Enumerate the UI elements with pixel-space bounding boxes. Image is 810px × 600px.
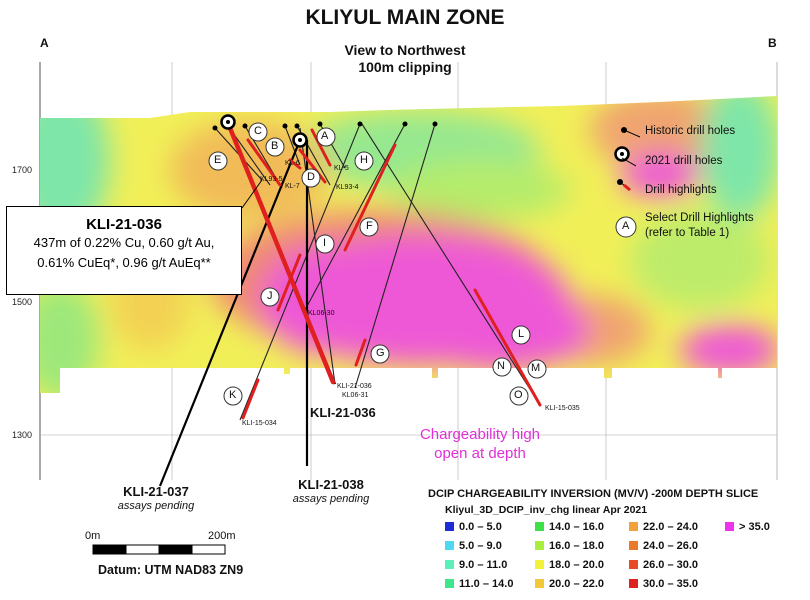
highlight-marker: H <box>360 154 368 166</box>
callout-leader <box>241 179 263 209</box>
hole-id-label: KL93-5 <box>260 176 283 183</box>
legend-item: 16.0 – 18.0 <box>535 540 604 552</box>
hole-id-label: KL06-30 <box>308 310 335 317</box>
hole-id-label: KL93-4 <box>336 184 359 191</box>
legend-item: 20.0 – 22.0 <box>535 578 604 590</box>
legend-item: 22.0 – 24.0 <box>629 521 698 533</box>
chargeability-note-line-2: open at depth <box>434 445 526 462</box>
hole-id-label: KLI-21-036 <box>337 383 372 390</box>
chargeability-note-line-1: Chargeability high <box>419 426 541 443</box>
key-select-marker: A <box>622 220 630 232</box>
highlight-marker: B <box>271 140 279 152</box>
highlight-marker: A <box>321 130 329 142</box>
highlight-callout: KLI-21-036 437m of 0.22% Cu, 0.60 g/t Au… <box>6 206 242 295</box>
highlight-marker: E <box>214 154 222 166</box>
legend-item: > 35.0 <box>725 521 770 533</box>
corner-label-left: A <box>40 36 49 50</box>
legend-item: 18.0 – 20.0 <box>535 559 604 571</box>
scale-bar <box>92 544 226 555</box>
hole-status-037: assays pending <box>117 500 195 512</box>
legend-swatch <box>445 541 454 550</box>
legend-swatch <box>445 579 454 588</box>
drill-highlights <box>227 125 542 420</box>
key-highlights-label: Drill highlights <box>645 184 717 196</box>
elevation-label: 1300 <box>12 430 33 440</box>
legend-item: 5.0 – 9.0 <box>445 540 502 552</box>
hole-id-label: KL-7 <box>285 183 300 190</box>
legend-item: 26.0 – 30.0 <box>629 559 698 571</box>
hole-status-038: assays pending <box>292 493 370 505</box>
legend-item: 24.0 – 26.0 <box>629 540 698 552</box>
highlight-marker: M <box>531 362 541 374</box>
hole-label-036: KLI-21-036 <box>310 405 376 420</box>
scale-label-right: 200m <box>208 530 236 542</box>
hole-id-label: KL06-31 <box>342 392 369 399</box>
key-historic-label: Historic drill holes <box>645 125 736 137</box>
hole-id-label: KL-6 <box>285 160 300 167</box>
drill-collars <box>212 121 438 131</box>
hole-label-037: KLI-21-037 <box>123 484 189 499</box>
legend-item: 11.0 – 14.0 <box>445 578 513 590</box>
legend-swatch <box>629 522 638 531</box>
view-line-2: 100m clipping <box>358 59 452 75</box>
legend-swatch <box>535 579 544 588</box>
elevation-label: 1700 <box>12 165 33 175</box>
chargeability-note: Chargeability high open at depth <box>395 425 565 463</box>
highlight-marker: I <box>323 237 327 249</box>
legend-item: 14.0 – 16.0 <box>535 521 604 533</box>
page-title: KLIYUL MAIN ZONE <box>305 6 505 29</box>
legend-item: 9.0 – 11.0 <box>445 559 507 571</box>
legend-swatch <box>445 522 454 531</box>
view-direction: View to Northwest 100m clipping <box>0 42 810 76</box>
view-line-1: View to Northwest <box>344 42 466 58</box>
legend-subtitle: Kliyul_3D_DCIP_inv_chg linear Apr 2021 <box>445 504 648 516</box>
legend-swatch <box>535 522 544 531</box>
corner-label-right: B <box>768 36 777 50</box>
highlight-marker: L <box>518 328 525 340</box>
callout-line-2: 0.61% CuEq*, 0.96 g/t AuEq** <box>37 255 211 270</box>
legend-swatch <box>725 522 734 531</box>
highlight-marker: C <box>254 125 262 137</box>
hole-id-label: KLI-15-034 <box>242 420 277 427</box>
highlight-marker: G <box>376 347 385 359</box>
key-2021-label: 2021 drill holes <box>645 155 723 167</box>
legend-swatch <box>629 541 638 550</box>
key-select-line-2: (refer to Table 1) <box>645 227 730 239</box>
legend-swatch <box>445 560 454 569</box>
legend-swatch <box>629 579 638 588</box>
highlight-marker: D <box>307 171 315 183</box>
hole-label-038: KLI-21-038 <box>298 477 364 492</box>
legend-title: DCIP CHARGEABILITY INVERSION (MV/V) -200… <box>428 488 759 500</box>
highlight-marker: O <box>514 389 523 401</box>
legend-swatch <box>535 560 544 569</box>
hole-id-label: KLI-15-035 <box>545 405 580 412</box>
key-select-line-1: Select Drill Highlights <box>645 212 754 224</box>
highlight-marker: F <box>366 220 373 232</box>
legend-item: 30.0 – 35.0 <box>629 578 698 590</box>
scale-label-left: 0m <box>85 530 101 542</box>
highlight-marker: N <box>497 360 505 372</box>
legend-item: 0.0 – 5.0 <box>445 521 502 533</box>
highlight-marker: J <box>267 290 273 302</box>
legend-swatch <box>629 560 638 569</box>
key-symbols <box>614 127 641 238</box>
datum-label: Datum: UTM NAD83 ZN9 <box>98 563 244 577</box>
legend-swatch <box>535 541 544 550</box>
elevation-label: 1500 <box>12 297 33 307</box>
callout-line-1: 437m of 0.22% Cu, 0.60 g/t Au, <box>33 235 215 250</box>
highlight-circles <box>208 122 547 406</box>
2021-collar-icons <box>220 114 308 148</box>
callout-title: KLI-21-036 <box>86 216 162 233</box>
highlight-marker: K <box>229 389 237 401</box>
hole-id-label: KL-5 <box>334 165 349 172</box>
